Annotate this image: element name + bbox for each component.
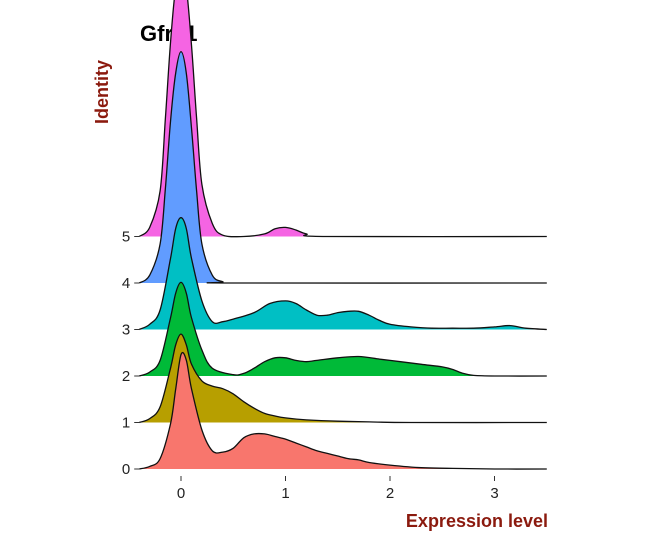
y-axis: 5 4 3 2 1 0 [122, 229, 140, 478]
x-tick-label-3: 3 [490, 485, 498, 502]
ridge-line-4 [138, 50, 547, 284]
y-tick-label-2: 2 [122, 368, 130, 385]
y-axis-title: Identity [92, 60, 112, 124]
x-axis-title: Expression level [406, 511, 548, 531]
y-tick-label-4: 4 [122, 275, 130, 292]
x-tick-label-1: 1 [281, 485, 289, 502]
y-tick-label-3: 3 [122, 322, 130, 339]
y-tick-label-1: 1 [122, 415, 130, 432]
y-tick-label-0: 0 [122, 461, 130, 478]
ridge-line-0 [139, 351, 547, 470]
ridge-line-1 [138, 333, 547, 424]
x-tick-label-2: 2 [386, 485, 394, 502]
ridges [138, 0, 547, 470]
x-tick-label-0: 0 [177, 485, 185, 502]
ridge-area-5 [139, 0, 547, 237]
ridge-line-2 [138, 281, 547, 377]
y-tick-label-5: 5 [122, 229, 130, 246]
ridge-line-5 [138, 0, 547, 238]
ridge-line-3 [138, 217, 547, 331]
x-axis: 0 1 2 3 [177, 476, 499, 502]
ridge-area-0 [139, 352, 547, 470]
